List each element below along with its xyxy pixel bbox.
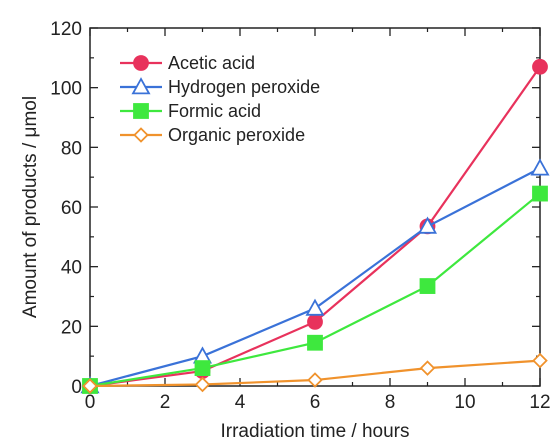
legend-item: Formic acid [120,101,261,121]
legend-marker [133,55,149,71]
data-point [530,158,550,176]
legend-marker [133,103,149,119]
legend-item: Acetic acid [120,53,255,73]
series-2 [82,185,548,394]
y-tick-label: 0 [71,377,82,398]
y-tick-label: 80 [61,138,82,159]
y-tick-label: 100 [50,79,82,100]
series-line [89,192,541,388]
data-point [307,372,323,388]
legend-label: Hydrogen peroxide [168,77,320,97]
series-3 [82,352,548,394]
y-axis-title: Amount of products / μmol [20,96,41,318]
data-point [532,58,548,75]
x-tick-label: 4 [235,392,246,413]
x-tick-label: 0 [85,392,96,413]
x-tick-label: 12 [529,392,550,413]
legend-marker [133,127,149,143]
legend-label: Formic acid [168,101,261,121]
x-tick-label: 6 [310,392,321,413]
data-point [194,360,211,377]
data-point [307,313,323,330]
data-point [532,352,548,369]
data-point [82,378,98,394]
legend-item: Hydrogen peroxide [120,77,320,97]
y-tick-label: 40 [61,258,82,279]
data-point [307,334,323,351]
data-point [419,360,436,376]
legend: Acetic acid Hydrogen peroxide Formic acid O… [120,53,320,145]
legend-item: Organic peroxide [120,125,305,145]
data-point [419,278,436,294]
legend-label: Acetic acid [168,53,255,73]
x-tick-label: 10 [454,392,475,413]
series-1 [80,158,550,394]
legend-label: Organic peroxide [168,125,305,145]
series-line [89,167,541,388]
data-point [532,185,548,202]
x-axis-title: Irradiation time / hours [220,421,409,442]
y-tick-label: 120 [50,19,82,40]
x-tick-label: 2 [160,392,171,413]
data-point [305,298,325,316]
series-layer [80,58,550,394]
data-point [194,376,211,393]
x-tick-label: 8 [385,392,396,413]
legend-marker [131,77,151,95]
y-tick-label: 20 [61,317,82,338]
y-tick-label: 60 [61,198,82,219]
data-point [417,216,438,234]
